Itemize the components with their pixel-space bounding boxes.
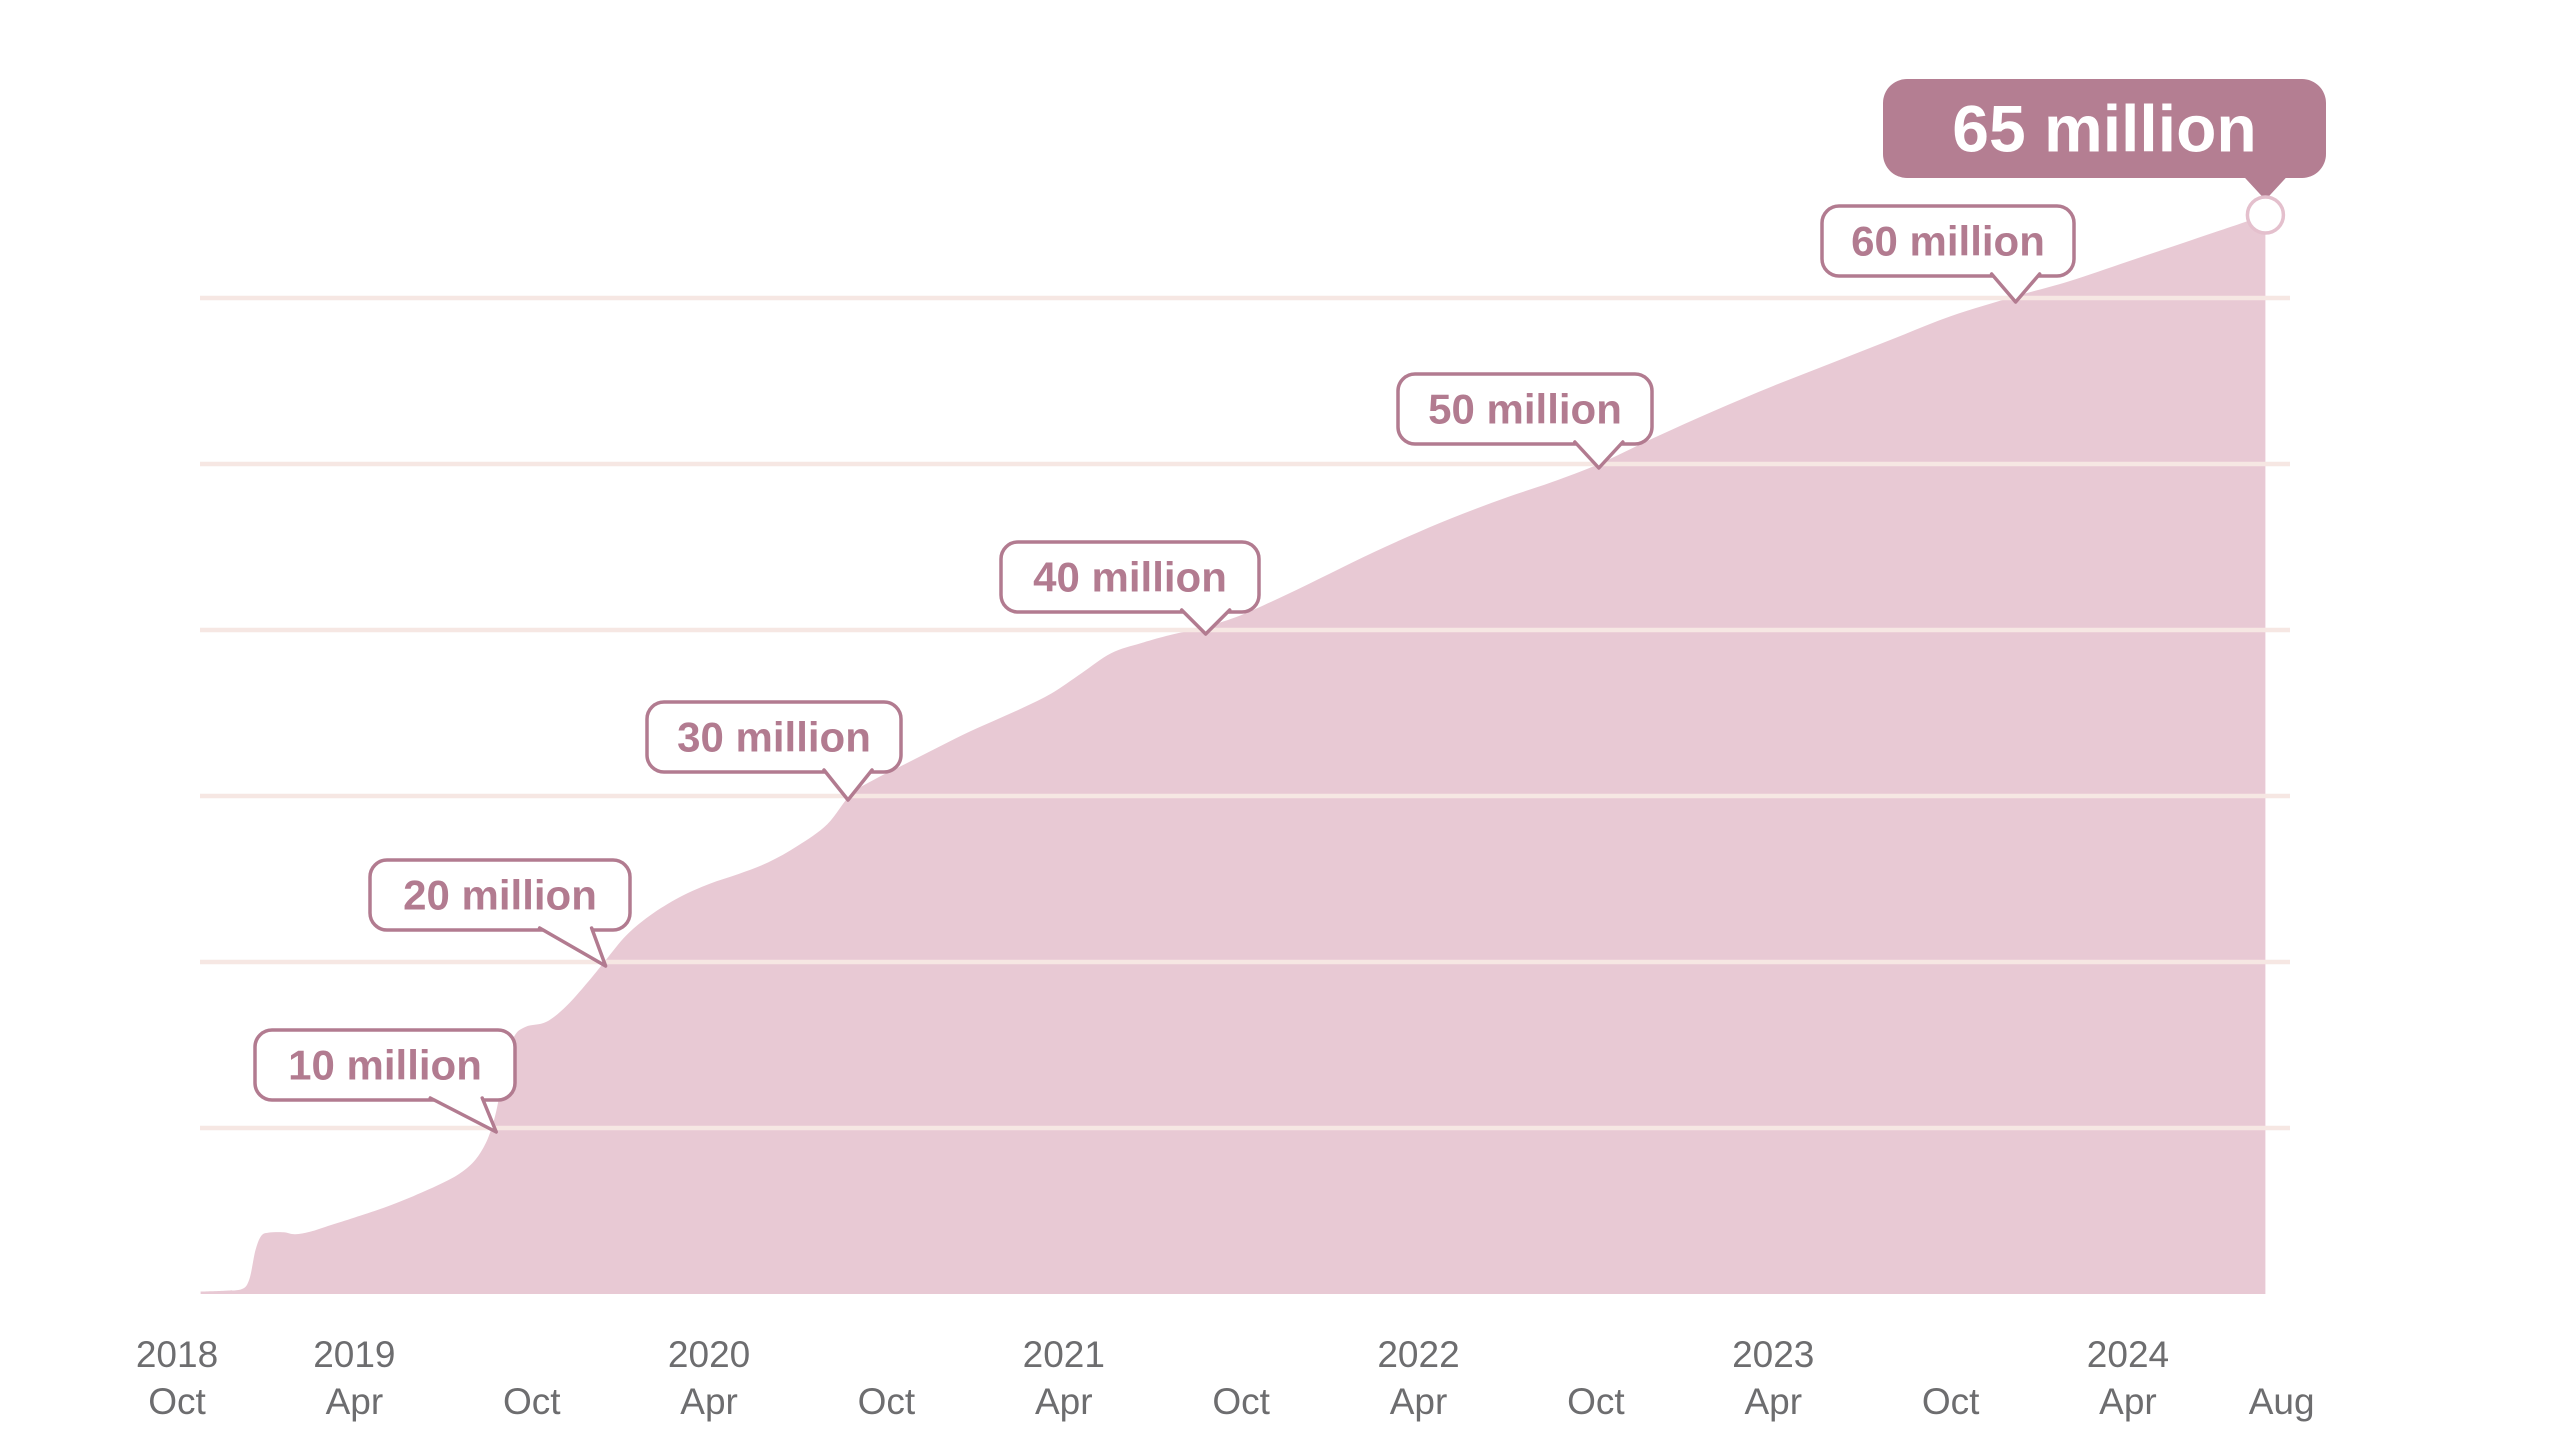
milestone-badge-10-million: 10 million [253,1028,517,1134]
badge-label: 60 million [1851,218,2045,265]
end-marker [2245,195,2286,235]
badge-tail [824,768,873,800]
badge-tail [1991,272,2040,302]
milestone-badge-60-million: 60 million [1820,204,2076,304]
badge-box [999,540,1261,614]
badge-label: 50 million [1428,386,1622,433]
badge-label: 65 million [1952,92,2256,166]
badge-box [1883,79,2326,178]
milestone-badge-20-million: 20 million [368,858,632,968]
area-series-layer [200,215,2266,1294]
badge-box [253,1028,517,1102]
badge-tail-outline [1573,440,1625,470]
area-series [200,215,2266,1294]
badge-tail-outline [537,926,608,968]
milestone-badge-50-million: 50 million [1396,372,1654,470]
badge-tail [1574,440,1623,468]
milestone-badge-40-million: 40 million [999,540,1261,636]
badge-tail-outline [1179,608,1232,636]
badge-tail [1181,608,1230,634]
badge-box [1396,372,1654,446]
milestone-badge-65-million: 65 million [1883,79,2326,200]
gridlines-layer [200,295,2290,1131]
end-marker-layer [2245,195,2286,235]
badge-tail-outline [822,768,874,802]
badge-tail [2241,174,2290,200]
badge-box [1820,204,2076,278]
badge-label: 40 million [1033,554,1227,601]
milestone-badges-layer: 10 million 20 million 30 million 40 million… [253,79,2326,1134]
badge-tail-outline [1989,272,2042,304]
badge-label: 30 million [677,714,871,761]
badge-tail-outline [428,1096,498,1134]
milestone-badge-30-million: 30 million [645,700,903,802]
badge-label: 20 million [403,872,597,919]
badge-box [645,700,903,774]
badge-label: 10 million [288,1042,482,1089]
badge-box [368,858,632,932]
